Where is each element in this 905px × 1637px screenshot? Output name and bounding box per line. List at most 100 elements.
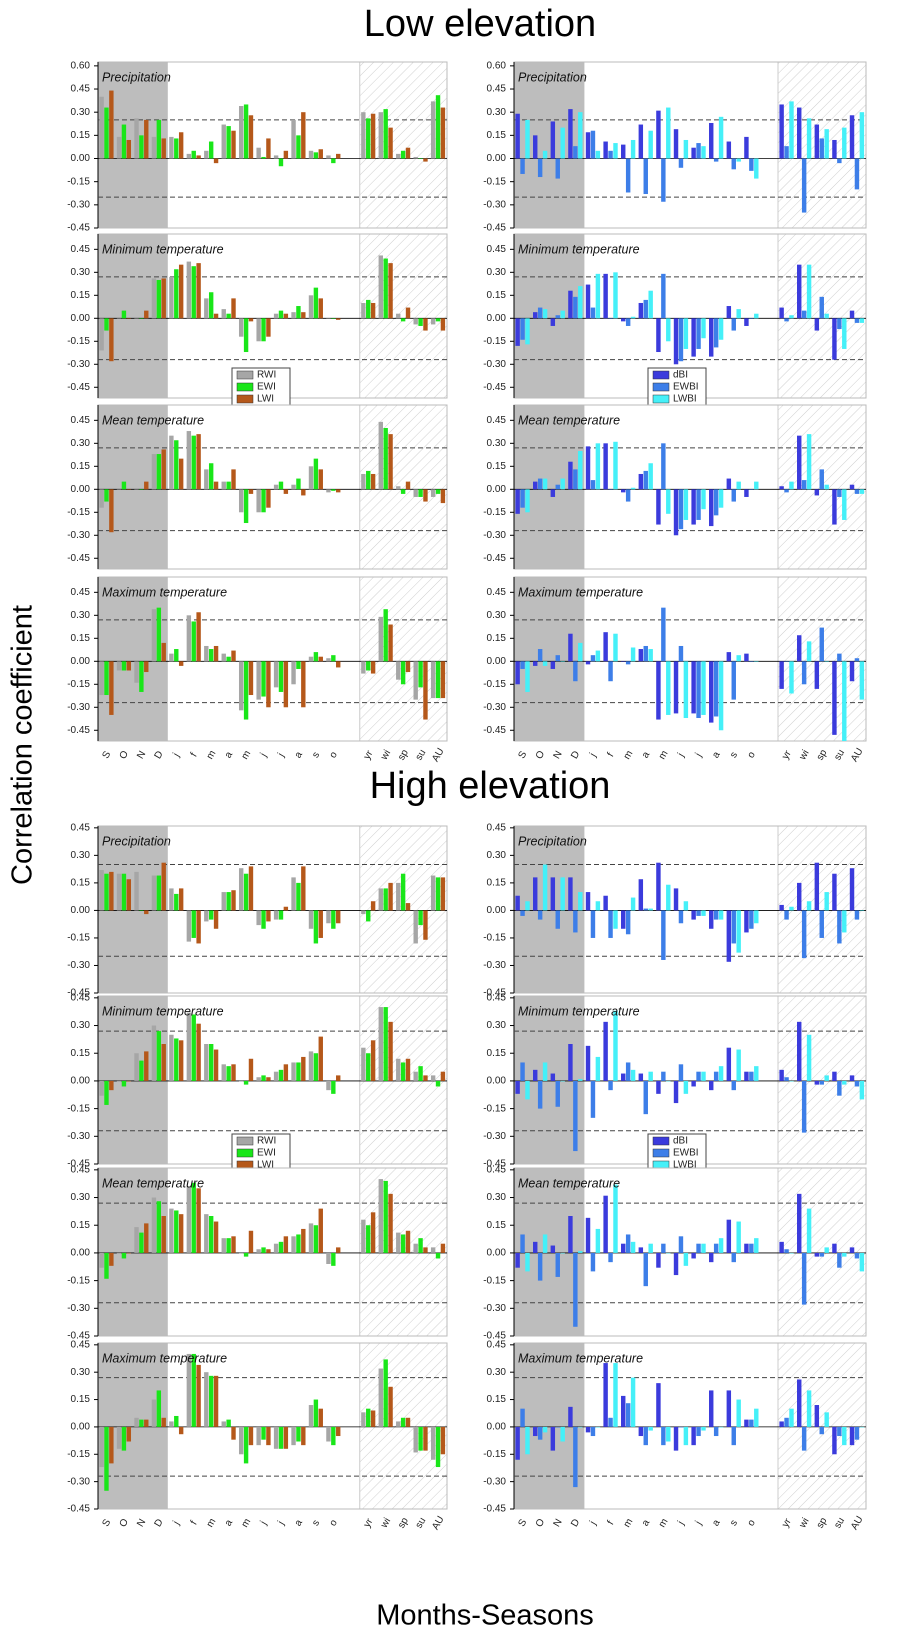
bar — [383, 1180, 388, 1253]
y-tick-label: -0.15 — [67, 507, 90, 518]
bar — [231, 1236, 236, 1253]
bar — [278, 910, 284, 920]
x-tick-label: j — [693, 1519, 704, 1527]
bar — [308, 295, 314, 319]
season-shade — [98, 996, 168, 1164]
y-tick-label: -0.15 — [67, 933, 90, 944]
bar — [595, 901, 601, 911]
bar — [784, 489, 789, 493]
bar — [849, 484, 855, 490]
bar — [550, 318, 556, 326]
bar — [613, 1363, 618, 1427]
bar — [291, 877, 296, 911]
bar — [678, 1426, 684, 1428]
bar — [613, 441, 618, 490]
bar — [238, 1080, 244, 1082]
bar — [608, 489, 613, 490]
y-tick-label: 0.45 — [487, 822, 507, 833]
bar — [842, 910, 847, 933]
bar — [430, 489, 436, 497]
bar — [204, 1044, 209, 1081]
y-tick-label: 0.00 — [71, 1248, 91, 1259]
bar — [573, 910, 578, 933]
bar — [413, 661, 418, 700]
bar — [520, 489, 525, 508]
bar — [308, 656, 314, 662]
bar — [749, 1419, 754, 1427]
bar — [854, 318, 860, 323]
legend-label: EWBI — [673, 1148, 699, 1159]
bar — [151, 136, 157, 159]
bar — [630, 487, 636, 490]
x-tick-label: a — [640, 1518, 653, 1529]
bar — [238, 1426, 244, 1455]
bar — [156, 1031, 162, 1081]
bar — [837, 1426, 842, 1437]
y-tick-label: -0.45 — [67, 725, 90, 736]
bar — [824, 661, 829, 662]
bar — [283, 313, 289, 319]
x-tick-label: AU — [849, 746, 865, 764]
bar — [726, 478, 732, 490]
bar — [313, 287, 319, 319]
bar — [560, 1426, 565, 1442]
bar — [243, 661, 249, 720]
bar — [283, 1064, 289, 1081]
bar — [126, 318, 132, 319]
bar — [296, 1234, 301, 1253]
bar — [797, 635, 802, 662]
bar — [726, 910, 732, 962]
bar — [691, 661, 696, 714]
bar — [256, 1426, 261, 1446]
y-tick-label: 0.30 — [71, 107, 91, 118]
bar — [318, 910, 323, 938]
panels: 0.60 0.45 0.30 0.15 0.00 -0.15 -0.30 -0.45 Preci… — [67, 61, 867, 1532]
bar — [231, 130, 236, 159]
bar — [718, 489, 724, 508]
bar — [301, 312, 306, 319]
legend-swatch — [652, 394, 670, 404]
bar — [440, 661, 446, 699]
bar — [296, 306, 301, 319]
bar — [208, 1375, 214, 1427]
bar — [196, 1188, 201, 1253]
bar — [204, 645, 209, 662]
bar — [169, 1208, 174, 1253]
y-tick-label: -0.15 — [67, 336, 90, 347]
bar — [683, 661, 689, 719]
bar — [744, 653, 749, 662]
bar — [801, 158, 807, 213]
bar — [691, 318, 696, 357]
bar — [608, 150, 613, 159]
bar — [744, 136, 749, 159]
bar — [643, 1252, 648, 1287]
bar — [525, 661, 530, 692]
bar — [238, 868, 244, 911]
bar — [779, 1069, 784, 1081]
bar — [308, 466, 314, 490]
bar — [336, 661, 341, 668]
bar — [243, 1426, 249, 1464]
bar — [273, 661, 279, 688]
bar — [116, 1426, 122, 1449]
bar — [238, 318, 244, 337]
bar — [603, 1363, 608, 1427]
bar — [749, 661, 754, 662]
bar — [666, 884, 671, 911]
bar — [678, 318, 684, 362]
y-tick-label: 0.30 — [487, 850, 507, 861]
bar — [849, 1075, 855, 1081]
bar — [178, 1040, 184, 1081]
x-tick-label: j — [171, 751, 182, 759]
bar — [208, 910, 214, 920]
bar — [709, 1080, 714, 1091]
bar — [396, 153, 401, 159]
bar — [515, 1426, 520, 1460]
bar — [308, 910, 314, 929]
bar — [608, 661, 613, 682]
bar — [266, 1426, 271, 1446]
bar — [231, 1064, 236, 1081]
bar — [313, 152, 319, 159]
bar — [121, 1426, 127, 1451]
bar — [568, 109, 573, 159]
